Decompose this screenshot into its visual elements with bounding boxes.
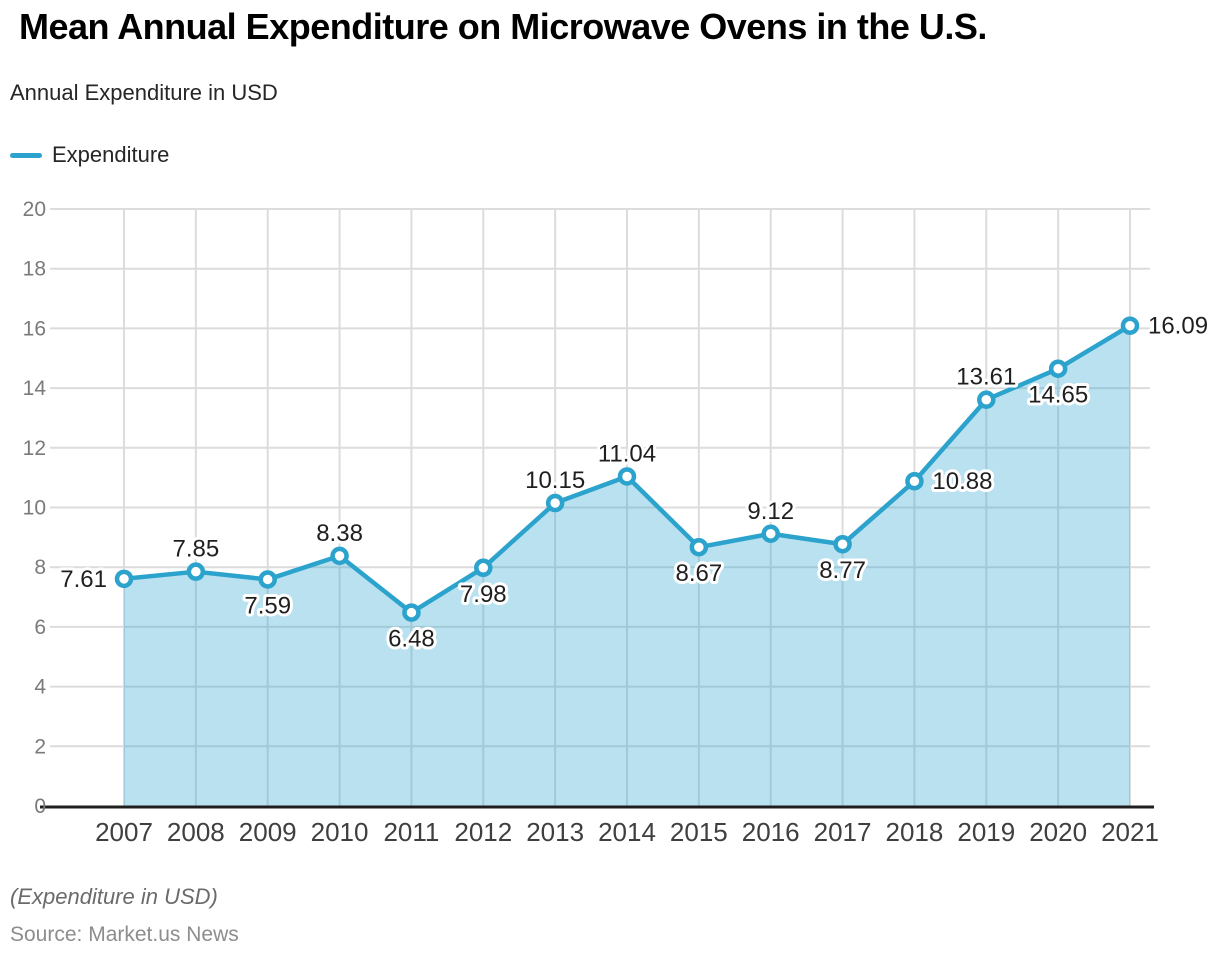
chart-title: Mean Annual Expenditure on Microwave Ove… — [19, 6, 987, 47]
y-axis-tick-label: 14 — [23, 377, 47, 400]
data-point-label: 8.67 — [675, 560, 722, 587]
y-axis-tick-label: 0 — [34, 795, 46, 818]
x-axis-tick-label: 2008 — [167, 817, 225, 847]
x-axis-tick-label: 2014 — [598, 817, 656, 847]
data-point-marker[interactable] — [1048, 359, 1068, 378]
legend-label: Expenditure — [52, 142, 170, 167]
x-axis-tick-label: 2011 — [383, 817, 439, 847]
x-axis-tick-label: 2010 — [311, 817, 369, 847]
data-point-marker[interactable] — [402, 603, 421, 622]
legend-line-swatch — [10, 152, 42, 158]
data-point-label: 13.61 — [956, 364, 1016, 391]
x-axis-tick-label: 2013 — [526, 817, 584, 847]
data-point-label: 6.48 — [388, 626, 435, 653]
x-axis-tick-label: 2021 — [1101, 817, 1159, 847]
x-axis-tick-label: 2015 — [670, 817, 728, 847]
data-point-label: 8.38 — [316, 520, 363, 547]
data-point-label: 7.59 — [244, 592, 291, 619]
data-point-marker[interactable] — [1120, 316, 1140, 335]
data-point-marker[interactable] — [905, 471, 924, 491]
data-point-label: 7.61 — [60, 566, 107, 593]
data-point-label: 8.77 — [819, 557, 866, 584]
x-axis-tick-label: 2020 — [1029, 817, 1087, 847]
data-point-marker[interactable] — [114, 569, 134, 589]
y-axis-tick-label: 4 — [34, 676, 46, 699]
y-axis-tick-label: 18 — [23, 258, 46, 281]
data-point-marker[interactable] — [761, 524, 780, 544]
y-axis-tick-label: 10 — [23, 497, 46, 520]
chart-subtitle: Annual Expenditure in USD — [10, 80, 278, 105]
x-axis-tick-label: 2007 — [95, 817, 153, 847]
x-axis-tick-label: 2012 — [454, 817, 512, 847]
data-point-label: 14.65 — [1028, 382, 1088, 409]
chart-footnote: (Expenditure in USD) — [10, 884, 218, 909]
y-axis-tick-label: 12 — [23, 437, 46, 460]
x-axis-tick-label: 2017 — [814, 817, 872, 847]
data-point-label: 7.98 — [460, 581, 507, 608]
y-axis-tick-label: 2 — [34, 735, 46, 758]
data-point-marker[interactable] — [617, 467, 637, 486]
x-axis-tick-label: 2018 — [886, 817, 944, 847]
x-axis-tick-label: 2016 — [742, 817, 800, 847]
source-credit: Source: Market.us News — [10, 923, 239, 946]
y-axis-tick-label: 6 — [34, 616, 46, 639]
data-point-marker[interactable] — [545, 493, 565, 513]
data-point-marker[interactable] — [186, 562, 206, 581]
x-axis-tick-label: 2009 — [239, 817, 297, 847]
data-point-label: 10.15 — [525, 467, 585, 494]
legend[interactable]: Expenditure — [10, 142, 169, 168]
data-point-marker[interactable] — [474, 558, 493, 578]
y-axis-tick-label: 16 — [23, 317, 46, 340]
data-point-marker[interactable] — [833, 534, 852, 554]
data-point-marker[interactable] — [977, 390, 996, 409]
x-axis-tick-label: 2019 — [957, 817, 1015, 847]
data-point-marker[interactable] — [689, 537, 709, 557]
data-point-label: 11.04 — [598, 440, 656, 467]
data-point-marker[interactable] — [258, 570, 277, 589]
data-point-label: 16.09 — [1148, 313, 1208, 340]
data-point-label: 10.88 — [932, 468, 992, 495]
data-point-label: 7.85 — [172, 536, 219, 563]
data-point-label: 9.12 — [747, 498, 794, 525]
series-area-fill — [124, 325, 1130, 806]
data-point-marker[interactable] — [330, 546, 349, 566]
y-axis-tick-label: 8 — [34, 556, 46, 579]
y-axis-tick-label: 20 — [23, 198, 46, 221]
